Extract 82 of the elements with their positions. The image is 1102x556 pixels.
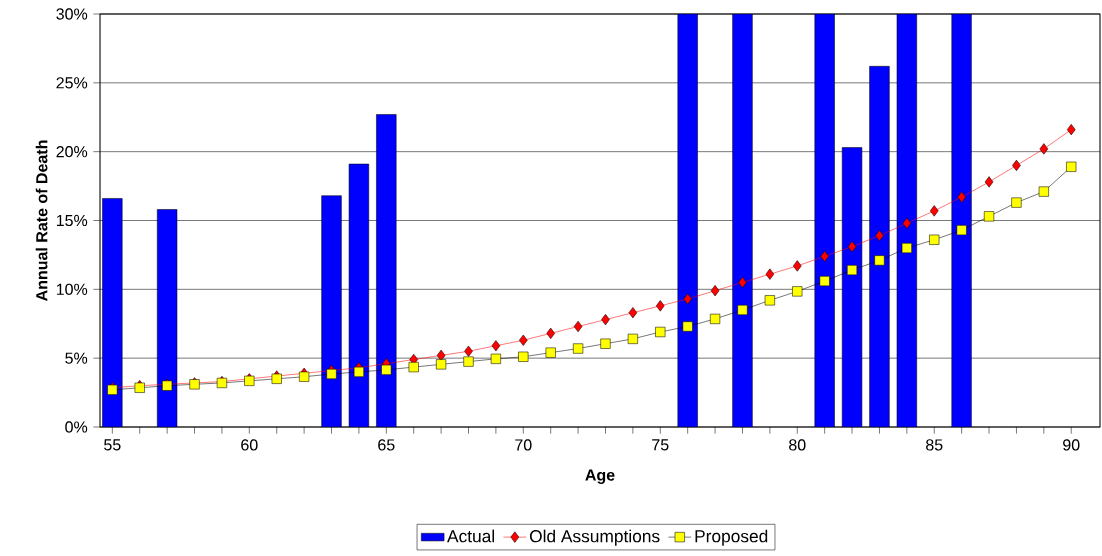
point (490, 353, 501, 364)
point (1066, 124, 1076, 136)
y-tick-label: 20% (56, 146, 88, 158)
y-tick-label: 0% (65, 421, 88, 433)
bar (102, 198, 123, 427)
point (655, 326, 666, 338)
point (710, 313, 721, 324)
point (683, 293, 692, 305)
x-tick-label: 80 (789, 439, 806, 451)
point (436, 359, 447, 370)
point (875, 230, 884, 242)
point (792, 286, 803, 297)
point (710, 285, 720, 297)
x-tick-label: 65 (378, 439, 395, 451)
point (299, 371, 310, 382)
point (656, 300, 665, 312)
point (464, 345, 473, 357)
point (518, 351, 529, 362)
point (819, 276, 830, 287)
point (793, 260, 802, 272)
y-tick-label: 15% (56, 214, 88, 227)
point (1066, 161, 1077, 172)
point (463, 356, 474, 367)
bar (157, 209, 178, 427)
point (956, 225, 967, 236)
point (983, 211, 995, 222)
y-tick-label: 30% (56, 8, 88, 20)
point (847, 241, 857, 253)
point (737, 304, 748, 316)
x-tick-label: 60 (241, 439, 258, 451)
point (381, 364, 392, 375)
bar (869, 66, 890, 427)
point (601, 314, 610, 326)
x-tick-label: 90 (1063, 439, 1080, 451)
point (929, 205, 939, 217)
point (628, 307, 638, 319)
point (929, 234, 940, 245)
x-tick-label: 75 (652, 439, 669, 451)
point (682, 321, 693, 332)
legend-label: Proposed (695, 529, 768, 546)
point (627, 333, 638, 344)
bar (951, 13, 972, 427)
y-tick-label: 25% (56, 77, 88, 89)
point (546, 327, 555, 339)
bar (376, 114, 397, 427)
bar (814, 13, 835, 427)
bar (732, 13, 753, 427)
point (902, 217, 912, 229)
point (353, 366, 364, 377)
point (874, 255, 885, 266)
point (408, 362, 419, 373)
point (984, 176, 994, 188)
point (545, 347, 556, 358)
x-tick-label: 70 (515, 439, 532, 451)
legend-label: Actual (447, 529, 495, 543)
point (519, 334, 528, 346)
point (1038, 186, 1049, 197)
point (573, 343, 584, 354)
point (765, 268, 775, 280)
x-axis-title: Age (585, 469, 615, 484)
point (491, 340, 501, 352)
bar (841, 147, 863, 427)
bar (321, 195, 342, 427)
point (1039, 143, 1049, 155)
y-tick-label: 10% (56, 283, 88, 295)
x-tick-label: 85 (926, 439, 943, 451)
point (957, 191, 966, 203)
point (573, 320, 583, 333)
point (1011, 197, 1022, 208)
bar (896, 13, 917, 427)
x-tick-label: 55 (104, 439, 121, 451)
point (820, 250, 829, 262)
point (846, 264, 858, 276)
legend-label: Old Assumptions (529, 529, 660, 546)
point (600, 338, 611, 349)
y-axis-title: Annual Rate of Death (35, 140, 48, 301)
point (901, 242, 912, 254)
y-tick-label: 5% (65, 352, 88, 364)
bar (677, 13, 698, 427)
point (326, 368, 337, 380)
bar (348, 163, 370, 427)
point (764, 295, 775, 306)
